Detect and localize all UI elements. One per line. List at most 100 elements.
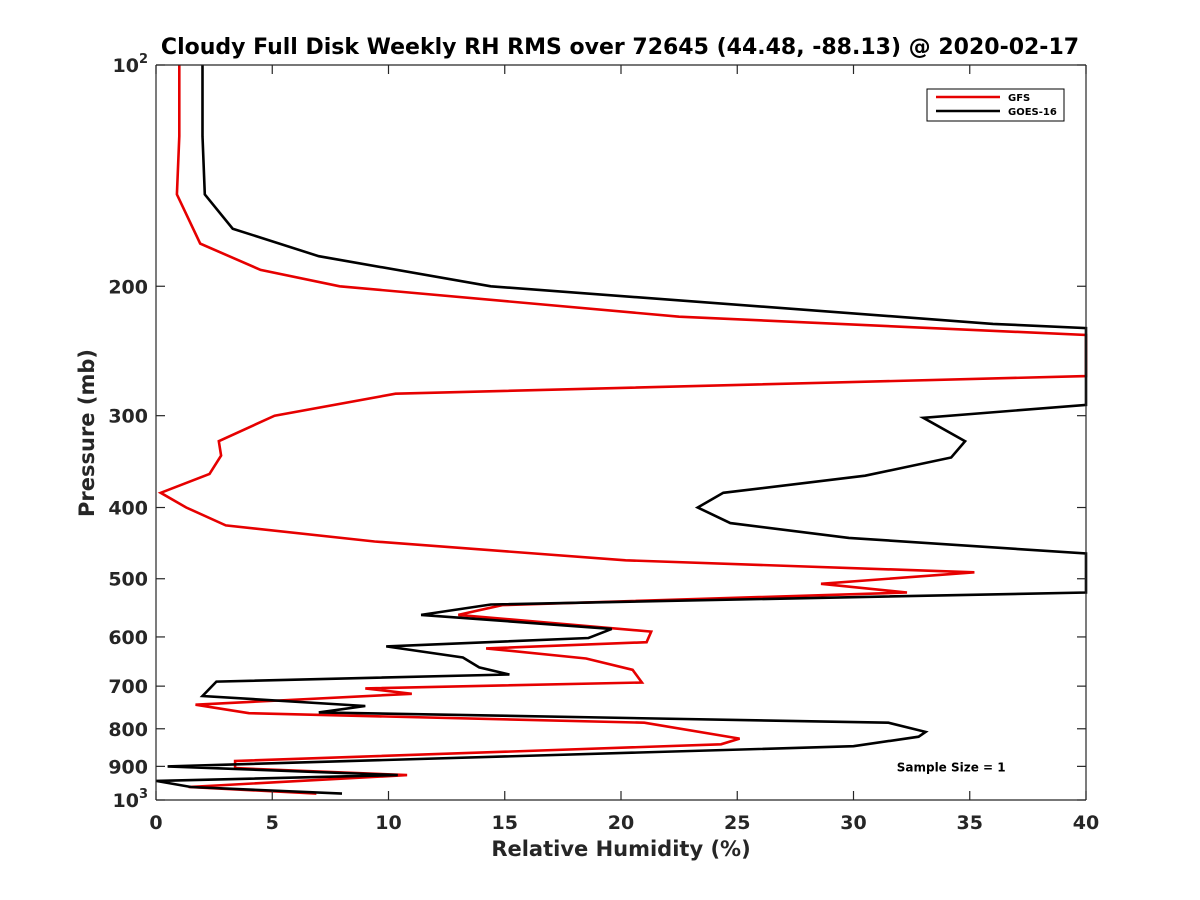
y-tick-label: 700 [108, 676, 148, 698]
data-point-goes-16-3 [232, 228, 234, 230]
data-point-gfs-16 [225, 525, 227, 527]
x-tick-label: 35 [957, 812, 983, 834]
data-point-gfs-26 [485, 648, 487, 650]
legend-label-goes-16: GOES-16 [1008, 107, 1057, 118]
data-point-goes-16-22 [588, 637, 590, 639]
y-tick-label: 300 [108, 406, 148, 428]
data-point-gfs-30 [365, 688, 367, 690]
data-point-goes-16-14 [697, 507, 699, 509]
data-point-gfs-35 [739, 738, 741, 740]
data-point-gfs-10 [274, 415, 276, 417]
data-point-gfs-9 [395, 393, 397, 395]
data-point-goes-16-21 [611, 628, 613, 630]
series-line-goes-16 [155, 65, 1088, 795]
data-point-gfs-11 [218, 440, 220, 442]
data-point-gfs-13 [209, 473, 211, 475]
data-point-gfs-27 [585, 658, 587, 660]
y-tick-label: 200 [108, 276, 148, 298]
x-tick-label: 30 [840, 812, 866, 834]
series-line-gfs [157, 65, 1088, 795]
series-goes-16 [155, 65, 1088, 795]
data-point-gfs-1 [179, 135, 181, 137]
x-ticks: 0 5 10 15 20 25 30 35 40 [149, 65, 1099, 834]
data-point-goes-16-32 [925, 731, 927, 733]
legend-box [926, 88, 1065, 122]
x-tick-label: 0 [149, 812, 162, 834]
data-point-goes-16-20 [420, 614, 422, 616]
data-point-goes-16-11 [950, 457, 952, 459]
series-layer [155, 65, 1088, 795]
data-point-goes-16-31 [888, 722, 890, 724]
data-point-gfs-36 [720, 744, 722, 746]
data-point-goes-16-27 [216, 681, 218, 683]
data-point-goes-16-10 [964, 440, 966, 442]
data-point-gfs-33 [248, 712, 250, 714]
data-point-goes-16-5 [490, 286, 492, 288]
plot-area [156, 65, 1086, 800]
data-point-goes-16-9 [923, 417, 925, 419]
data-point-gfs-37 [234, 760, 236, 762]
data-point-goes-16-25 [478, 667, 480, 669]
data-point-gfs-39 [406, 774, 408, 776]
data-point-gfs-23 [458, 614, 460, 616]
data-point-gfs-2 [176, 194, 178, 196]
sample-size-annotation: Sample Size = 1 [897, 760, 1006, 774]
x-tick-label: 5 [266, 812, 279, 834]
data-point-goes-16-35 [167, 766, 169, 768]
data-point-goes-16-2 [204, 194, 206, 196]
y-tick-label: 500 [108, 569, 148, 591]
data-point-goes-16-33 [918, 736, 920, 738]
data-point-gfs-34 [644, 722, 646, 724]
legend: GFS GOES-16 [926, 88, 1065, 122]
data-point-gfs-25 [646, 641, 648, 643]
y-axis-label: Pressure (mb) [75, 349, 99, 517]
data-point-goes-16-28 [202, 695, 204, 697]
x-axis-label: Relative Humidity (%) [491, 837, 750, 861]
data-point-gfs-12 [220, 455, 222, 457]
data-point-goes-16-6 [992, 323, 994, 325]
data-point-goes-16-15 [730, 522, 732, 524]
x-tick-label: 15 [492, 812, 518, 834]
y-tick-label: 800 [108, 719, 148, 741]
data-point-gfs-5 [339, 286, 341, 288]
legend-label-gfs: GFS [1008, 93, 1030, 104]
data-point-goes-16-38 [190, 786, 192, 788]
data-point-goes-16-13 [723, 492, 725, 494]
y-tick-label: 900 [108, 756, 148, 778]
data-point-goes-16-16 [848, 537, 850, 539]
data-point-gfs-31 [411, 693, 413, 695]
data-point-gfs-20 [820, 583, 822, 585]
data-point-gfs-6 [678, 316, 680, 318]
data-point-goes-16-26 [509, 674, 511, 676]
chart-title: Cloudy Full Disk Weekly RH RMS over 7264… [161, 35, 1079, 60]
data-point-gfs-21 [906, 592, 908, 594]
data-point-gfs-3 [199, 243, 201, 245]
y-tick-label: 600 [108, 627, 148, 649]
data-point-gfs-32 [195, 704, 197, 706]
data-point-goes-16-39 [341, 793, 343, 795]
data-point-gfs-14 [160, 492, 162, 494]
data-point-goes-16-24 [462, 657, 464, 659]
data-point-goes-16-1 [202, 135, 204, 137]
data-point-gfs-29 [641, 682, 643, 684]
data-point-goes-16-4 [318, 255, 320, 257]
y-tick-label: 103 [113, 787, 149, 812]
plot-background [156, 65, 1086, 800]
data-point-goes-16-36 [397, 774, 399, 776]
data-point-gfs-28 [632, 669, 634, 671]
x-tick-label: 25 [724, 812, 750, 834]
data-point-goes-16-19 [490, 604, 492, 606]
data-point-gfs-4 [260, 269, 262, 271]
data-point-goes-16-34 [853, 745, 855, 747]
y-tick-label: 102 [113, 52, 149, 77]
x-tick-label: 10 [375, 812, 401, 834]
data-point-gfs-15 [185, 507, 187, 509]
x-tick-label: 40 [1073, 812, 1099, 834]
series-gfs [157, 65, 1088, 795]
data-point-gfs-19 [974, 572, 976, 574]
data-point-goes-16-12 [864, 475, 866, 477]
y-tick-label: 400 [108, 498, 148, 520]
data-point-goes-16-23 [385, 646, 387, 648]
data-point-gfs-24 [650, 631, 652, 633]
